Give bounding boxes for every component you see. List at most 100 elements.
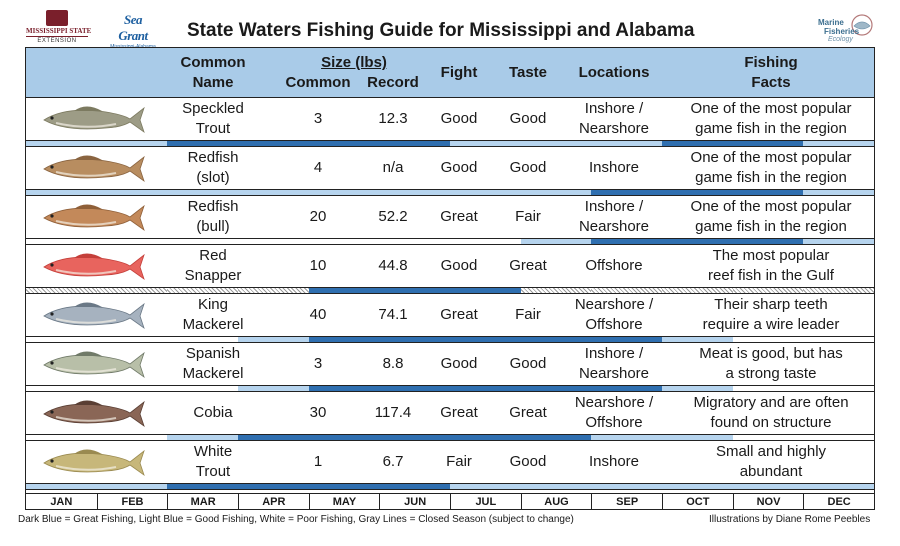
season-segment-great	[450, 435, 521, 440]
month-label: JUN	[379, 494, 450, 510]
record-size-cell-text: 8.8	[382, 355, 404, 372]
season-segment-great	[308, 141, 380, 146]
common-name-cell-text: White	[193, 443, 233, 460]
season-segment-good	[591, 484, 662, 489]
season-segment-great	[662, 190, 733, 195]
fish-illustration-icon	[43, 449, 145, 477]
common-name-cell: Red Snapper	[168, 245, 258, 287]
season-segment-good	[803, 484, 874, 489]
month-axis: JAN FEB MAR APR MAY JUN JUL AUG SEP OCT NOV DEC	[26, 493, 874, 510]
common-name-cell-text: Redfish	[187, 149, 239, 166]
season-segment-good	[591, 435, 662, 440]
season-segment-good	[96, 484, 168, 489]
record-size-cell-text: 12.3	[378, 110, 408, 127]
season-segment-good	[662, 337, 733, 342]
fishing-facts-cell-text: One of the most popular	[690, 100, 852, 117]
season-segment-closed	[238, 288, 309, 293]
taste-cell-text: Good	[509, 159, 547, 176]
common-name-cell: Spanish Mackerel	[168, 343, 258, 385]
common-size-cell: 10	[278, 245, 358, 287]
locations-cell: Offshore	[564, 245, 664, 287]
season-segment-great	[520, 386, 592, 391]
table-row: Red Snapper 10 44.8 Good Great Offshore The mos…	[26, 245, 874, 287]
season-segment-great	[732, 190, 804, 195]
taste-cell-text: Good	[509, 453, 547, 470]
fish-illustration-icon	[43, 106, 145, 134]
season-segment-good	[732, 484, 804, 489]
month-label: SEP	[591, 494, 662, 510]
season-band	[26, 189, 874, 196]
season-segment-good	[662, 435, 733, 440]
locations-cell-text: Inshore /	[584, 100, 644, 117]
month-label: APR	[238, 494, 309, 510]
common-name-cell-text: Red	[199, 247, 227, 264]
common-name-cell: Redfish (bull)	[168, 196, 258, 238]
common-name-cell-text: Mackerel	[182, 316, 244, 333]
locations-cell-text: Inshore /	[584, 345, 644, 362]
mfe-logo-line3: Ecology	[828, 36, 853, 43]
header-record: Record	[367, 74, 419, 91]
season-segment-good	[591, 141, 662, 146]
locations-cell-text: Nearshore	[578, 120, 650, 137]
fishing-facts-cell-text: Small and highly	[715, 443, 827, 460]
season-segment-great	[379, 484, 450, 489]
season-segment-great	[238, 484, 309, 489]
fishing-facts-cell: Meat is good, but has a strong taste	[676, 343, 866, 385]
header-fishing-facts: Fishing Facts	[676, 53, 866, 93]
msu-extension-logo: MISSISSIPPI STATE EXTENSION	[26, 10, 91, 46]
season-segment-good	[308, 190, 380, 195]
locations-cell-text: Nearshore /	[574, 296, 654, 313]
season-segment-good	[238, 190, 309, 195]
common-name-cell-text: (bull)	[196, 218, 230, 235]
fishing-facts-cell-text: game fish in the region	[695, 120, 847, 137]
season-segment-good	[803, 190, 874, 195]
season-band	[26, 434, 874, 441]
common-name-cell: White Trout	[168, 441, 258, 483]
table-row: White Trout 1 6.7 Fair Good Inshore Small and h…	[26, 441, 874, 483]
fish-illustration-icon	[43, 302, 145, 330]
locations-cell-text: Nearshore	[578, 365, 650, 382]
fight-cell-text: Good	[440, 159, 478, 176]
table-row: Speckled Trout 3 12.3 Good Good Inshore / Nears…	[26, 98, 874, 140]
fight-cell-text: Good	[440, 257, 478, 274]
taste-cell-text: Great	[509, 404, 547, 421]
month-label: DEC	[803, 494, 874, 510]
taste-cell: Fair	[495, 294, 561, 336]
table-header: Common Name Size (lbs) Common Record Fig…	[26, 48, 874, 98]
season-segment-great	[732, 239, 804, 244]
season-segment-good	[379, 190, 450, 195]
season-segment-good	[450, 190, 521, 195]
taste-cell-text: Good	[509, 110, 547, 127]
month-label: MAR	[167, 494, 238, 510]
record-size-cell: 8.8	[358, 343, 428, 385]
locations-cell-text: Inshore	[588, 159, 640, 176]
common-size-cell-text: 4	[313, 159, 323, 176]
header-common-name: Common Name	[168, 53, 258, 93]
season-segment-great	[732, 141, 804, 146]
taste-cell: Good	[495, 98, 561, 140]
fish-illustration-icon	[43, 155, 145, 183]
locations-cell: Inshore / Nearshore	[564, 196, 664, 238]
season-segment-great	[238, 141, 309, 146]
fight-cell: Fair	[429, 441, 489, 483]
fishing-facts-cell: One of the most popular game fish in the …	[676, 147, 866, 189]
season-segment-good	[520, 190, 592, 195]
taste-cell: Great	[495, 245, 561, 287]
season-segment-great	[167, 484, 238, 489]
locations-cell-text: Offshore	[585, 316, 643, 333]
season-segment-great	[379, 337, 450, 342]
legend-text: Dark Blue = Great Fishing, Light Blue = …	[18, 514, 574, 525]
sea-grant-logo: Sea Grant Mississippi-Alabama	[108, 12, 158, 50]
common-name-cell-text: Snapper	[184, 267, 242, 284]
season-segment-good	[238, 386, 309, 391]
taste-cell-text: Good	[509, 355, 547, 372]
common-size-cell: 20	[278, 196, 358, 238]
taste-cell: Good	[495, 343, 561, 385]
fight-cell-text: Great	[440, 306, 478, 323]
month-label: AUG	[520, 494, 592, 510]
season-segment-good	[662, 484, 733, 489]
fishing-facts-cell-text: Migratory and are often	[693, 394, 849, 411]
season-segment-great	[308, 337, 380, 342]
season-segment-good	[167, 435, 238, 440]
season-band	[26, 385, 874, 392]
